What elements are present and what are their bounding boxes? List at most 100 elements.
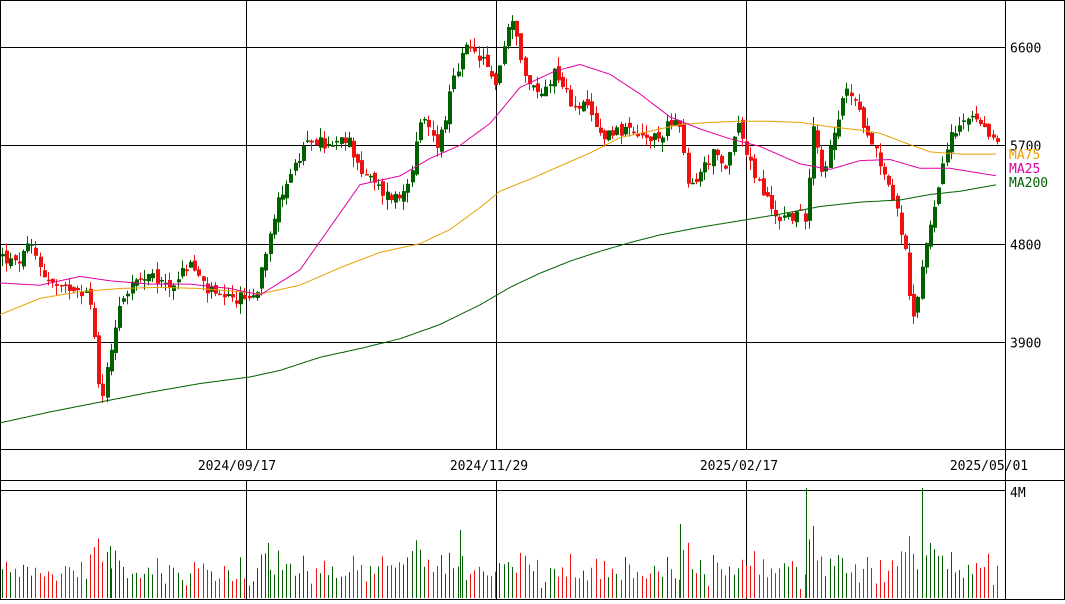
candle-body <box>724 165 728 169</box>
candle-body <box>783 215 787 218</box>
candle-body <box>820 149 824 172</box>
candle-body <box>737 122 741 133</box>
candle-body <box>352 140 356 158</box>
candle-body <box>14 255 18 261</box>
candle-body <box>494 73 498 85</box>
candle-body <box>386 191 390 200</box>
candle-body <box>979 119 983 124</box>
candle-body <box>503 46 507 64</box>
candle-body <box>582 101 586 112</box>
candle-body <box>197 269 201 276</box>
candle-body <box>189 261 193 268</box>
candle-body <box>185 269 189 272</box>
candle-body <box>887 175 891 185</box>
candle-body <box>85 290 89 293</box>
candle-body <box>866 125 870 136</box>
candle-body <box>812 126 816 179</box>
candle-body <box>983 123 987 128</box>
candle-body <box>206 283 210 294</box>
candle-body <box>519 33 523 61</box>
candle-body <box>967 118 971 125</box>
candle-body <box>808 177 812 221</box>
candle-body <box>469 46 473 49</box>
candle-body <box>423 119 427 121</box>
candle-body <box>114 327 118 354</box>
candle-body <box>147 274 151 282</box>
volume-bars-layer <box>2 488 998 598</box>
candle-body <box>43 270 47 278</box>
candle-body <box>829 145 833 168</box>
legend-ma200: MA200 <box>1009 176 1048 191</box>
candle-body <box>728 152 732 166</box>
candle-body <box>248 295 252 299</box>
candle-body <box>946 149 950 163</box>
candle-body <box>335 140 339 143</box>
candle-body <box>394 193 398 203</box>
candle-body <box>624 126 628 135</box>
candle-body <box>101 383 105 397</box>
candle-body <box>348 137 352 148</box>
candle-body <box>804 213 808 222</box>
candle-body <box>540 93 544 97</box>
candle-body <box>122 298 126 302</box>
candle-body <box>298 160 302 163</box>
candle-body <box>285 183 289 199</box>
candle-body <box>30 244 34 246</box>
candle-body <box>524 57 528 76</box>
candle-body <box>97 335 101 385</box>
candle-body <box>862 107 866 128</box>
candle-body <box>365 174 369 176</box>
candle-body <box>649 136 653 142</box>
candle-body <box>590 101 594 116</box>
volume-tick-label: 4M <box>1010 486 1026 501</box>
candle-body <box>766 192 770 197</box>
candle-body <box>323 138 327 149</box>
candle-body <box>118 305 122 328</box>
candle-body <box>962 120 966 122</box>
candle-body <box>544 86 548 97</box>
candle-body <box>636 133 640 137</box>
candle-body <box>578 105 582 109</box>
candle-body <box>565 87 569 90</box>
candle-body <box>712 149 716 167</box>
candle-body <box>436 134 440 148</box>
candle-body <box>528 75 532 85</box>
candle-body <box>223 294 227 298</box>
candle-body <box>398 194 402 199</box>
candle-body <box>929 224 933 247</box>
candle-body <box>427 119 431 128</box>
candle-body <box>896 195 900 209</box>
candle-body <box>377 184 381 186</box>
candle-body <box>18 261 22 264</box>
candle-body <box>465 44 469 55</box>
candle-body <box>507 27 511 47</box>
candle-body <box>151 273 155 279</box>
candle-body <box>641 132 645 136</box>
candle-body <box>557 66 561 81</box>
candle-body <box>252 295 256 298</box>
candle-body <box>80 291 84 297</box>
candle-body <box>908 252 912 297</box>
candle-body <box>461 52 465 70</box>
ma25-line <box>0 63 997 296</box>
candle-body <box>632 131 636 134</box>
candle-body <box>160 279 164 282</box>
candle-body <box>941 163 945 185</box>
candle-body <box>687 152 691 184</box>
candle-body <box>218 293 222 296</box>
axis-labels-layer: 3900 4800 5700 6600 4M 2024/09/17 2024/11/29 20… <box>198 42 1041 502</box>
candle-body <box>55 284 59 286</box>
candle-body <box>327 143 331 146</box>
candle-body <box>457 71 461 77</box>
candle-body <box>661 137 665 143</box>
candle-body <box>971 115 975 118</box>
candle-body <box>356 154 360 163</box>
candle-body <box>536 83 540 93</box>
candle-body <box>674 120 678 126</box>
candle-body <box>515 20 519 37</box>
candle-body <box>858 101 862 110</box>
candle-body <box>143 279 147 281</box>
